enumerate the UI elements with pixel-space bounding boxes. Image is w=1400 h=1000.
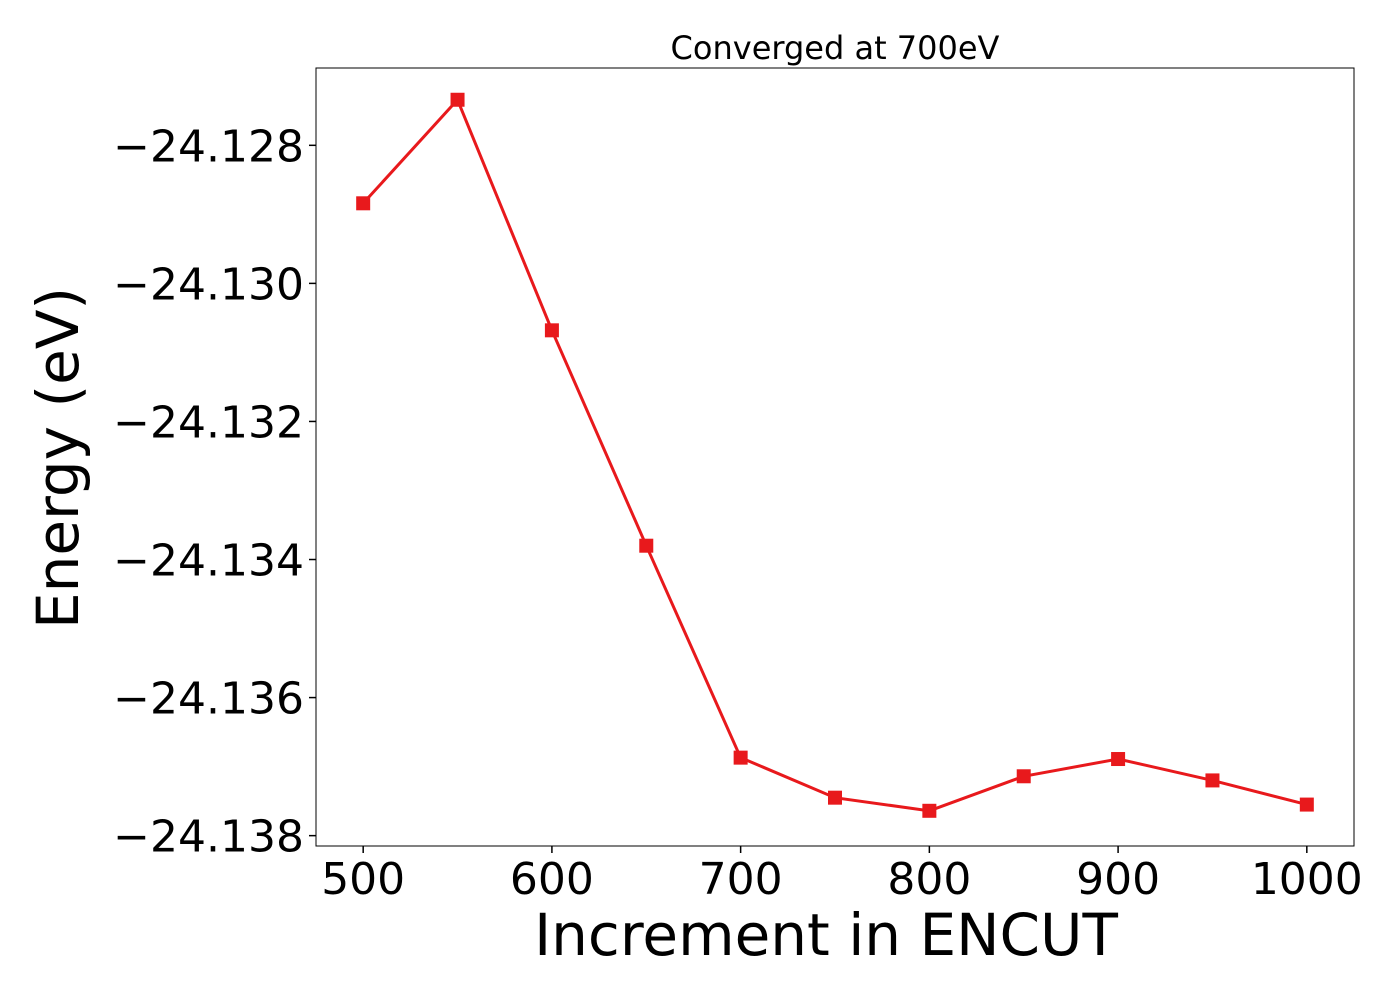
x-tick-label: 1000 (1251, 854, 1363, 905)
y-tick-label: −24.134 (113, 536, 304, 587)
x-axis-label: Increment in ENCUT (534, 901, 1118, 969)
y-tick-label: −24.136 (113, 674, 304, 725)
x-tick-label: 500 (321, 854, 405, 905)
y-tick-label: −24.128 (113, 121, 304, 172)
y-axis-ticks: −24.128 −24.130 −24.132 −24.134 −24.136 −24.1… (113, 121, 316, 863)
data-point-marker (922, 803, 937, 818)
data-point-marker (356, 196, 371, 211)
chart-title: Converged at 700eV (671, 29, 1000, 67)
data-point-marker (828, 790, 842, 805)
x-tick-label: 700 (699, 854, 783, 905)
x-tick-label: 600 (510, 854, 594, 905)
data-point-marker (544, 323, 559, 338)
y-tick-label: −24.130 (113, 259, 304, 310)
data-point-marker (450, 92, 465, 107)
y-tick-label: −24.138 (113, 812, 304, 863)
y-axis-label: Energy (eV) (24, 287, 92, 629)
x-axis-ticks: 500 600 700 800 900 1000 (321, 846, 1363, 905)
data-point-marker (1111, 752, 1126, 767)
x-tick-label: 900 (1076, 854, 1160, 905)
data-point-marker (1016, 769, 1031, 784)
data-point-marker (1299, 797, 1314, 812)
data-point-marker (639, 538, 654, 553)
series-line (362, 97, 1308, 813)
data-point-marker (733, 750, 748, 765)
x-tick-label: 800 (887, 854, 971, 905)
y-tick-label: −24.132 (113, 397, 304, 448)
plot-area (315, 67, 1355, 847)
plot-frame (315, 67, 1355, 847)
data-point-marker (1205, 773, 1220, 788)
